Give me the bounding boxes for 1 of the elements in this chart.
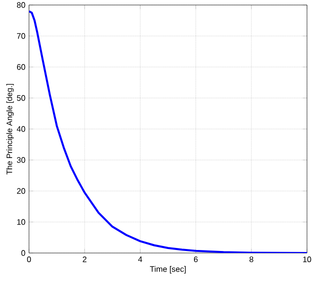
line-series xyxy=(29,10,308,253)
